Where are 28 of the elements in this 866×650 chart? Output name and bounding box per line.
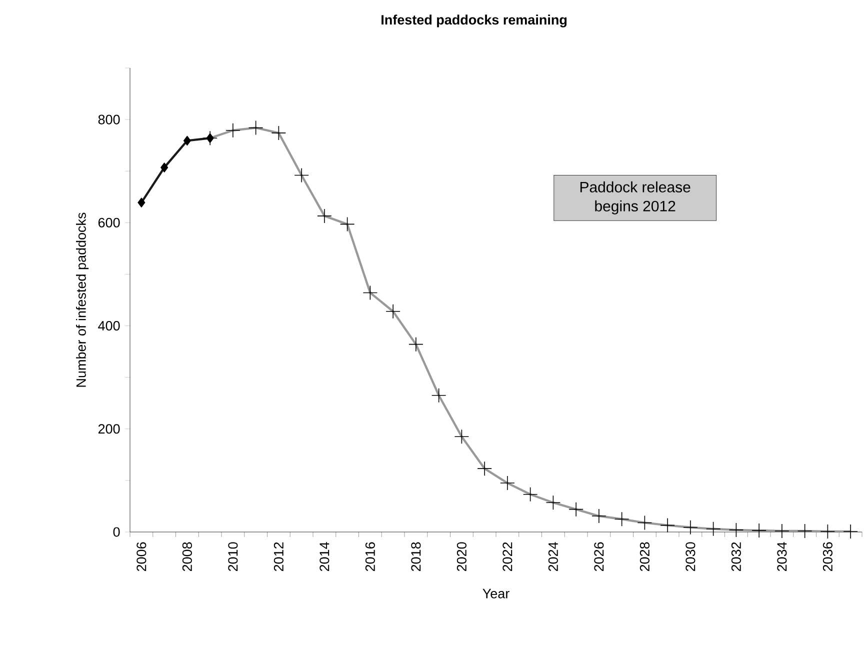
x-tick-label: 2016 (365, 542, 375, 572)
point (160, 162, 168, 172)
x-tick-label: 2034 (777, 542, 787, 572)
x-tick-label: 2020 (456, 542, 466, 572)
y-tick-label: 400 (98, 321, 120, 331)
point (138, 198, 146, 208)
x-tick-label: 2036 (822, 542, 832, 572)
annotation: Paddock release begins 2012 (580, 181, 690, 214)
x-axis-title: Year (482, 588, 510, 598)
x-tick-label: 2028 (640, 542, 650, 572)
x-tick-label: 2006 (136, 542, 146, 572)
x-tick-label: 2026 (594, 542, 604, 572)
y-tick-label: 0 (113, 527, 120, 537)
x-tick-label: 2030 (686, 542, 696, 572)
x-tick-label: 2024 (548, 542, 558, 572)
point (183, 136, 191, 146)
y-tick-label: 800 (98, 114, 120, 124)
chart-title: Infested paddocks remaining (382, 14, 567, 28)
y-tick-label: 600 (98, 218, 120, 228)
x-tick-label: 2022 (502, 542, 512, 572)
x-tick-label: 2012 (274, 542, 284, 572)
y-axis-title: Number of infested paddocks (76, 212, 89, 387)
x-tick-label: 2018 (411, 542, 421, 572)
x-tick-label: 2014 (320, 542, 330, 572)
y-tick-label: 200 (98, 424, 120, 434)
x-tick-label: 2032 (731, 542, 741, 572)
x-tick-label: 2010 (228, 542, 238, 572)
x-tick-label: 2008 (182, 542, 192, 572)
